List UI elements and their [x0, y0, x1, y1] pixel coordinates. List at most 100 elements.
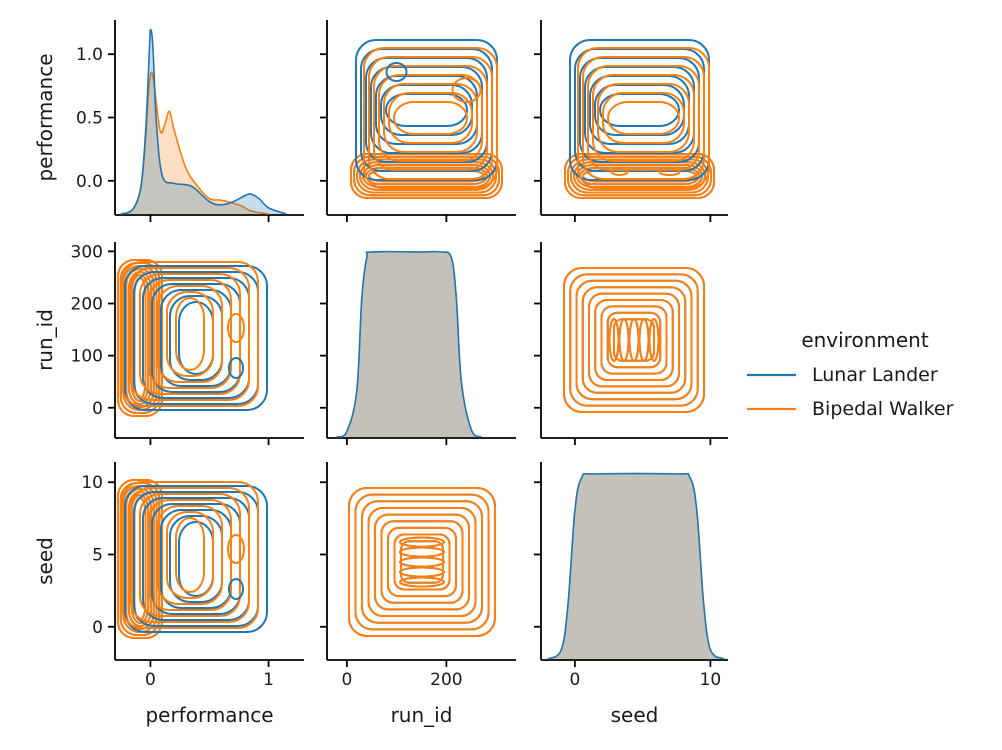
kde-contour [393, 533, 451, 591]
kde-contour-inner [399, 556, 445, 568]
kde-contour-peak [658, 168, 681, 176]
kde-contour [368, 56, 493, 180]
kde-contour [361, 500, 483, 624]
kde-contour [166, 291, 214, 377]
kde-line-lunar-lander [336, 250, 482, 438]
y-tick-label: 0 [92, 618, 103, 638]
kde-contour [581, 286, 687, 394]
kde-fill-lunar-lander [336, 251, 482, 437]
y-tick-label: 200 [71, 295, 103, 315]
kde-contour [602, 92, 685, 144]
kde-contour [361, 500, 483, 624]
kde-fill-lunar-lander [547, 473, 724, 659]
contours-performance-vs-seed [564, 39, 715, 199]
x-tick-label: 10 [700, 670, 722, 690]
y-tick-label: 10 [81, 473, 103, 493]
kde-contour [575, 279, 693, 401]
kde-fill-lunar-lander [120, 29, 287, 215]
contours-seed-vs-run_id [348, 487, 496, 637]
kde-contour-peak [227, 534, 245, 564]
kde-contour [588, 292, 680, 388]
kde-contour-inner [618, 318, 630, 362]
x-axis-label-seed: seed [611, 703, 659, 727]
diagonal-kde-seed [547, 472, 725, 660]
kde-contour [166, 511, 214, 599]
kde-contour-inner [628, 318, 640, 362]
contours-seed-vs-performance [117, 479, 268, 639]
x-tick-label: 0 [145, 670, 156, 690]
kde-contour [348, 487, 496, 637]
x-axis-label-performance: performance [145, 703, 273, 727]
y-axis-label-performance: performance [33, 53, 57, 181]
kde-contour-peak [385, 62, 408, 82]
kde-line-lunar-lander [120, 28, 287, 215]
kde-contour [600, 305, 668, 375]
x-tick-label: 0 [341, 670, 352, 690]
kde-contour [130, 267, 250, 401]
y-axis-label-seed: seed [33, 537, 57, 585]
kde-contour-inner [399, 576, 445, 588]
kde-contour [367, 506, 477, 618]
y-tick-label: 1.0 [76, 45, 103, 65]
y-tick-label: 5 [92, 545, 103, 565]
panel-run_id-vs-seed [534, 242, 728, 445]
panel-performance-vs-run_id [320, 20, 516, 222]
kde-contour [385, 93, 468, 127]
kde-contour [157, 505, 223, 605]
kde-contour [378, 74, 483, 162]
y-tick-label: 0.5 [76, 109, 103, 129]
kde-contour [380, 520, 464, 604]
kde-contour [582, 56, 705, 180]
kde-contour-inner [399, 546, 445, 558]
kde-contour [388, 92, 473, 144]
kde-contour [577, 47, 710, 189]
kde-fill-bipedal-walker [120, 72, 269, 214]
kde-contour [148, 499, 232, 611]
diagonal-kde-run_id [336, 250, 482, 438]
contours-performance-vs-run_id [350, 39, 503, 199]
legend-title: environment [801, 328, 929, 352]
panel-performance-vs-seed [534, 20, 728, 222]
kde-contour [600, 305, 668, 375]
kde-contour [363, 47, 498, 189]
kde-contour [121, 481, 259, 629]
kde-contour [594, 299, 674, 381]
kde-contour [354, 493, 490, 631]
contours-run_id-vs-performance [117, 259, 268, 417]
kde-contour [597, 83, 690, 153]
kde-contour [587, 65, 700, 171]
kde-contour-peak [228, 578, 244, 600]
x-tick-label: 0 [569, 670, 580, 690]
x-tick-label: 1 [263, 670, 274, 690]
contours-run_id-vs-seed [563, 267, 705, 413]
kde-contour-band [125, 488, 155, 630]
kde-contour [124, 265, 268, 411]
panel-seed-vs-seed: 0 10 [534, 462, 728, 690]
kde-contour-peak [228, 357, 244, 379]
kde-contour [139, 273, 241, 395]
kde-contour [130, 487, 250, 623]
kde-contour [606, 311, 662, 369]
kde-contour-band [125, 268, 155, 408]
kde-contour-peak [451, 77, 482, 103]
kde-contour [563, 267, 705, 413]
kde-contour-inner [399, 566, 445, 578]
kde-contour [387, 526, 457, 598]
y-tick-label: 0.0 [76, 172, 103, 192]
x-tick-label: 200 [430, 670, 462, 690]
legend: environment Lunar Lander Bipedal Walker [747, 328, 954, 420]
kde-contour-band [567, 155, 712, 197]
kde-contour [374, 513, 470, 611]
diagonal-kde-performance [120, 28, 287, 215]
kde-contour [121, 261, 259, 407]
kde-contour [393, 101, 468, 135]
kde-contour-peak [610, 168, 629, 176]
kde-contour [175, 297, 205, 371]
y-tick-label: 300 [71, 242, 103, 262]
kde-contour [569, 273, 699, 407]
kde-contour [607, 101, 680, 135]
kde-contour [563, 267, 705, 413]
y-axis-label-run_id: run_id [33, 309, 57, 371]
